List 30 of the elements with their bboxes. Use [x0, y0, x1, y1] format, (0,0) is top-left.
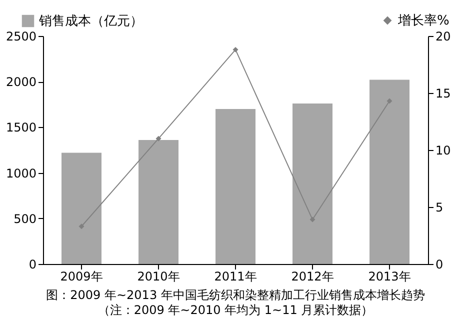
y-tick-label: 2500: [6, 30, 36, 44]
point: [386, 98, 392, 104]
y2-tick-label: 20: [436, 30, 451, 44]
y-tick-label: 1000: [6, 166, 36, 180]
x-tick-label: 2012年: [291, 270, 334, 284]
point: [232, 46, 238, 52]
bar: [292, 103, 332, 264]
bar: [62, 152, 102, 264]
y2-tick-label: 0: [436, 258, 444, 272]
y2-tick-label: 15: [436, 86, 451, 100]
x-tick-label: 2009年: [60, 270, 103, 284]
y2-tick-label: 10: [436, 144, 451, 158]
y-tick-label: 0: [28, 258, 36, 272]
x-tick-label: 2013年: [368, 270, 411, 284]
bar: [138, 140, 178, 264]
y-tick-label: 2000: [6, 75, 36, 90]
point: [78, 224, 84, 230]
legend-label: 销售成本（亿元）: [38, 14, 143, 29]
text: （注：2009 年~2010 年均为 1~11 月累计数据）: [98, 303, 374, 317]
point: [310, 216, 316, 222]
text: 图：2009 年~2013 年中国毛纺织和染整精加工行业销售成本增长趋势: [46, 288, 425, 302]
y-tick-label: 500: [14, 212, 36, 226]
y2-tick-label: 5: [436, 200, 444, 214]
legend-label: 增长率%: [397, 12, 450, 28]
x-tick-label: 2010年: [137, 270, 180, 284]
y-tick-label: 1500: [6, 120, 36, 135]
bar: [370, 80, 410, 264]
x-tick-label: 2011年: [214, 270, 257, 284]
bar: [216, 108, 256, 264]
point: [156, 136, 162, 142]
